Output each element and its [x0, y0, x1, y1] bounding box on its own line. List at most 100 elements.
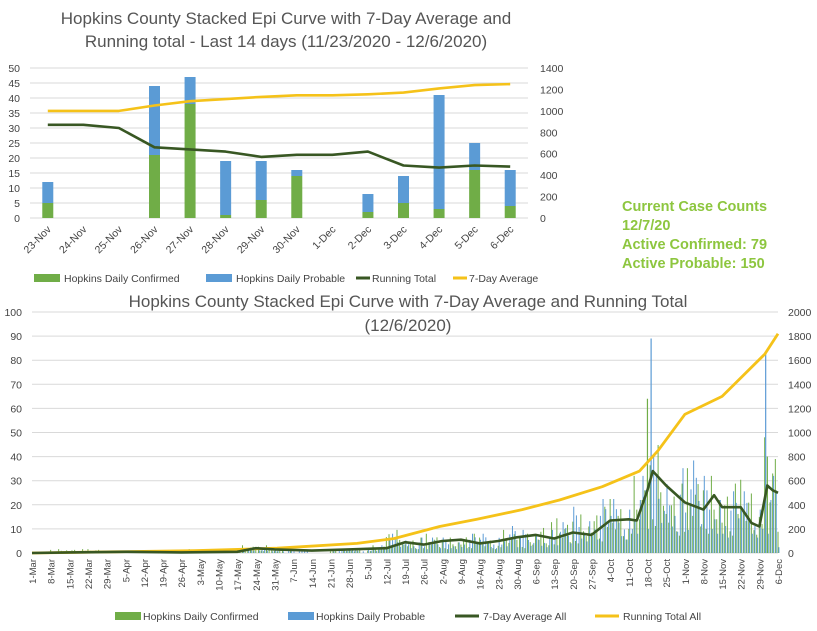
- chart1-bar-confirmed: [469, 170, 481, 218]
- chart2-line-7-day-average: [31, 469, 779, 555]
- chart1-bar-confirmed: [255, 200, 267, 218]
- chart2-title-line1: Hopkins County Stacked Epi Curve with 7-…: [129, 292, 688, 311]
- chart2-legend-label: 7-Day Average All: [483, 611, 566, 623]
- chart1-bar-probable: [291, 170, 303, 176]
- chart2-legend-swatch: [115, 612, 141, 620]
- chart2-y-right-tick: 2000: [788, 307, 812, 319]
- chart1-bar-confirmed: [42, 203, 54, 218]
- chart2-y-left-tick: 100: [4, 307, 22, 319]
- chart2-y-left-tick: 50: [10, 428, 22, 440]
- chart2-y-left-tick: 70: [10, 379, 22, 391]
- chart1-x-tick: 4-Dec: [417, 224, 445, 252]
- chart1-y-left-tick: 30: [8, 123, 20, 135]
- chart1-legend-label: Hopkins Daily Confirmed: [64, 273, 180, 285]
- chart1-y-left-tick: 15: [8, 168, 20, 180]
- chart2-x-tick: 29-Mar: [103, 559, 114, 589]
- chart2-x-tick: 12-Jul: [382, 559, 393, 585]
- chart2-y-right-tick: 600: [788, 476, 806, 488]
- chart1-x-tick: 2-Dec: [346, 224, 374, 252]
- chart1-bar-confirmed: [149, 155, 160, 218]
- chart1-x-tick: 25-Nov: [93, 223, 126, 256]
- chart2-x-tick: 13-Sep: [550, 559, 561, 590]
- chart1-bar-confirmed: [184, 104, 196, 218]
- chart1-x-tick: 26-Nov: [128, 223, 161, 256]
- chart1-line-running-total: [47, 123, 511, 169]
- chart2-x-tick: 26-Apr: [177, 559, 188, 588]
- chart2-x-tick: 16-Aug: [476, 559, 487, 590]
- chart2-x-tick: 1-Mar: [28, 559, 39, 584]
- chart2-x-tick: 19-Jul: [401, 559, 412, 585]
- chart2-x-tick: 1-Nov: [681, 559, 692, 585]
- chart2-x-tick: 2-Aug: [438, 559, 449, 584]
- chart2-x-tick: 7-Jun: [289, 559, 300, 583]
- chart1-line-7-day-average: [47, 82, 511, 113]
- chart1-y-right-tick: 800: [540, 127, 558, 139]
- chart2-y-left-tick: 10: [10, 524, 22, 536]
- chart2-x-tick: 17-May: [233, 559, 244, 591]
- chart2-x-tick: 29-Nov: [755, 559, 766, 590]
- chart2-x-tick: 19-Apr: [159, 559, 170, 588]
- chart1-legend-label: Hopkins Daily Probable: [236, 273, 345, 285]
- chart1-y-right-tick: 1000: [540, 106, 564, 118]
- chart2-x-tick: 24-May: [252, 559, 263, 591]
- chart1-bar-probable: [220, 161, 232, 215]
- chart2-y-left-tick: 20: [10, 500, 22, 512]
- chart2-x-tick: 10-May: [215, 559, 226, 591]
- chart2-x-tick: 14-Jun: [308, 559, 319, 588]
- chart1-x-tick: 29-Nov: [235, 223, 268, 256]
- chart2-y-left-tick: 0: [16, 548, 22, 560]
- chart1-bar-confirmed: [398, 203, 409, 218]
- chart1-x-tick: 27-Nov: [164, 223, 197, 256]
- chart2-x-tick: 6-Sep: [532, 559, 543, 584]
- chart2-y-left-tick: 30: [10, 476, 22, 488]
- chart1-y-left-tick: 0: [14, 213, 20, 225]
- chart1-bar-probable: [469, 143, 481, 170]
- chart1-bar-confirmed: [291, 176, 303, 218]
- chart2-x-tick: 26-Jul: [420, 559, 431, 585]
- chart1-legend-swatch: [206, 274, 232, 282]
- chart1-x-tick: 6-Dec: [488, 224, 516, 252]
- chart2-y-right-tick: 400: [788, 500, 806, 512]
- chart1-y-left-tick: 20: [8, 153, 20, 165]
- chart2-x-tick: 11-Oct: [625, 559, 636, 587]
- chart1-y-right-tick: 1400: [540, 63, 564, 75]
- chart2-y-right-tick: 0: [788, 548, 794, 560]
- chart2-x-tick: 5-Apr: [121, 559, 132, 582]
- chart1-x-tick: 23-Nov: [21, 223, 54, 256]
- chart1-x-tick: 28-Nov: [199, 223, 232, 256]
- chart1-y-left-tick: 50: [8, 63, 20, 75]
- chart1-bar-probable: [398, 176, 409, 203]
- chart1-bar-confirmed: [504, 206, 516, 218]
- chart2-legend-label: Running Total All: [623, 611, 701, 623]
- info-active-probable: Active Probable: 150: [622, 256, 765, 272]
- chart2-x-tick: 23-Aug: [494, 559, 505, 590]
- chart1-x-tick: 5-Dec: [452, 224, 480, 252]
- chart2-x-tick: 8-Nov: [699, 559, 710, 585]
- chart1-legend-label: Running Total: [372, 273, 436, 285]
- chart1-bar-confirmed: [362, 212, 374, 218]
- chart1-bar-probable: [42, 182, 54, 203]
- chart2-y-left-tick: 40: [10, 452, 22, 464]
- chart2-x-tick: 30-Aug: [513, 559, 524, 590]
- chart2-legend-label: Hopkins Daily Probable: [316, 611, 425, 623]
- chart1-bar-probable: [184, 77, 196, 104]
- chart2-x-tick: 20-Sep: [569, 559, 580, 590]
- chart2-x-tick: 5-Jul: [364, 559, 375, 580]
- chart2-y-right-tick: 1800: [788, 331, 812, 343]
- chart1-y-left-tick: 40: [8, 93, 20, 105]
- chart2-x-tick: 25-Oct: [662, 559, 673, 588]
- chart2-x-tick: 22-Nov: [737, 559, 748, 590]
- chart2-x-tick: 27-Sep: [588, 559, 599, 590]
- chart1-bar-probable: [362, 194, 374, 212]
- chart1-y-right-tick: 0: [540, 213, 546, 225]
- info-date: 12/7/20: [622, 218, 670, 234]
- chart1-title-line2: Running total - Last 14 days (11/23/2020…: [85, 32, 487, 51]
- chart2-x-tick: 22-Mar: [84, 559, 95, 589]
- chart2-x-tick: 6-Dec: [774, 559, 785, 585]
- chart2-y-left-tick: 80: [10, 355, 22, 367]
- chart1-plot: 0 5 10 15 20 25 30 35 40 45 50 0 200 400 600 800 1000 120…: [8, 63, 563, 285]
- chart1-y-left-tick: 5: [14, 198, 20, 210]
- chart2-x-tick: 12-Apr: [140, 559, 151, 588]
- chart1-y-left-tick: 45: [8, 78, 20, 90]
